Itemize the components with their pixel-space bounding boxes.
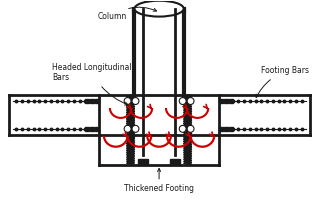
Text: Column: Column (97, 7, 156, 21)
Polygon shape (99, 95, 219, 165)
Ellipse shape (135, 1, 184, 17)
Circle shape (179, 125, 186, 132)
Circle shape (124, 98, 131, 104)
Circle shape (179, 98, 186, 104)
Circle shape (187, 125, 194, 132)
Text: Headed Longitudinal
Bars: Headed Longitudinal Bars (52, 63, 131, 105)
Polygon shape (135, 3, 184, 95)
Text: Thickened Footing: Thickened Footing (124, 168, 194, 193)
Bar (170, 159, 180, 165)
Polygon shape (9, 95, 310, 135)
Text: Footing Bars: Footing Bars (256, 66, 309, 98)
Circle shape (187, 98, 194, 104)
Circle shape (124, 125, 131, 132)
Bar (138, 159, 148, 165)
Circle shape (132, 98, 139, 104)
Circle shape (132, 125, 139, 132)
